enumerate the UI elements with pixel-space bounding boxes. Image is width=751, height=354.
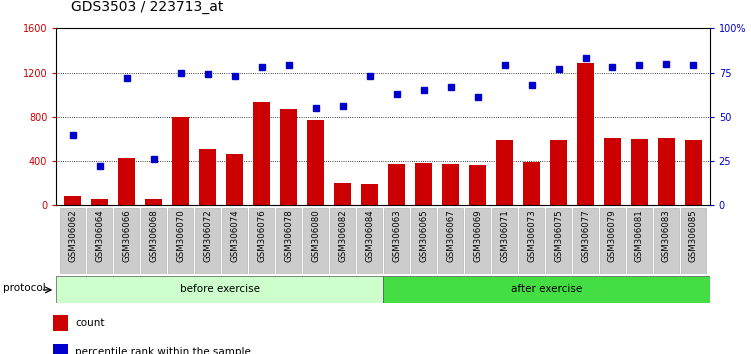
Bar [412,208,436,274]
Text: GSM306067: GSM306067 [446,209,455,262]
Bar [681,208,706,274]
Bar [357,208,382,274]
Text: GSM306064: GSM306064 [95,209,104,262]
Text: after exercise: after exercise [511,284,582,295]
Bar [546,208,571,274]
Bar [493,208,517,274]
Bar [172,117,189,205]
Bar [466,208,490,274]
Bar [53,315,68,331]
Text: GSM306083: GSM306083 [662,209,671,262]
Text: GSM306077: GSM306077 [581,209,590,262]
Text: GSM306084: GSM306084 [365,209,374,262]
Bar [53,343,68,354]
Bar [64,196,81,205]
Text: percentile rank within the sample: percentile rank within the sample [75,347,251,354]
Text: GSM306073: GSM306073 [527,209,536,262]
Bar [496,140,513,205]
Bar [249,208,273,274]
Text: GSM306078: GSM306078 [284,209,293,262]
Bar [388,164,406,205]
Text: GSM306085: GSM306085 [689,209,698,262]
Text: GSM306080: GSM306080 [311,209,320,262]
Bar [627,208,652,274]
Bar [685,140,702,205]
Bar [222,208,246,274]
Text: GSM306075: GSM306075 [554,209,563,262]
Text: GSM306081: GSM306081 [635,209,644,262]
Bar [573,208,598,274]
Bar [600,208,625,274]
Bar [383,276,710,303]
Text: GSM306068: GSM306068 [149,209,158,262]
Bar [141,208,166,274]
Bar [279,109,297,205]
Bar [442,164,460,205]
Text: GSM306072: GSM306072 [203,209,212,262]
Bar [195,208,219,274]
Text: count: count [75,318,104,328]
Bar [60,208,85,274]
Bar [333,183,351,205]
Text: GDS3503 / 223713_at: GDS3503 / 223713_at [71,0,224,14]
Bar [253,102,270,205]
Bar [114,208,139,274]
Text: protocol: protocol [3,283,46,293]
Bar [199,149,216,205]
Bar [168,208,193,274]
Bar [658,138,675,205]
Bar [631,139,648,205]
Text: before exercise: before exercise [179,284,260,295]
Bar [523,162,540,205]
Bar [87,208,112,274]
Bar [577,63,594,205]
Bar [118,158,135,205]
Text: GSM306062: GSM306062 [68,209,77,262]
Text: GSM306063: GSM306063 [392,209,401,262]
Bar [604,138,621,205]
Text: GSM306079: GSM306079 [608,209,617,262]
Bar [145,199,162,205]
Text: GSM306074: GSM306074 [230,209,239,262]
Bar [439,208,463,274]
Bar [520,208,544,274]
Bar [330,208,354,274]
Bar [469,166,487,205]
Text: GSM306070: GSM306070 [176,209,185,262]
Bar [385,208,409,274]
Bar [415,163,433,205]
Text: GSM306065: GSM306065 [419,209,428,262]
Text: GSM306082: GSM306082 [338,209,347,262]
Text: GSM306071: GSM306071 [500,209,509,262]
Bar [360,184,379,205]
Bar [303,208,327,274]
Bar [276,208,300,274]
Text: GSM306066: GSM306066 [122,209,131,262]
Text: GSM306076: GSM306076 [257,209,266,262]
Bar [550,140,567,205]
Bar [654,208,679,274]
Bar [226,154,243,205]
Bar [306,120,324,205]
Text: GSM306069: GSM306069 [473,209,482,262]
Bar [91,199,108,205]
Bar [56,276,383,303]
